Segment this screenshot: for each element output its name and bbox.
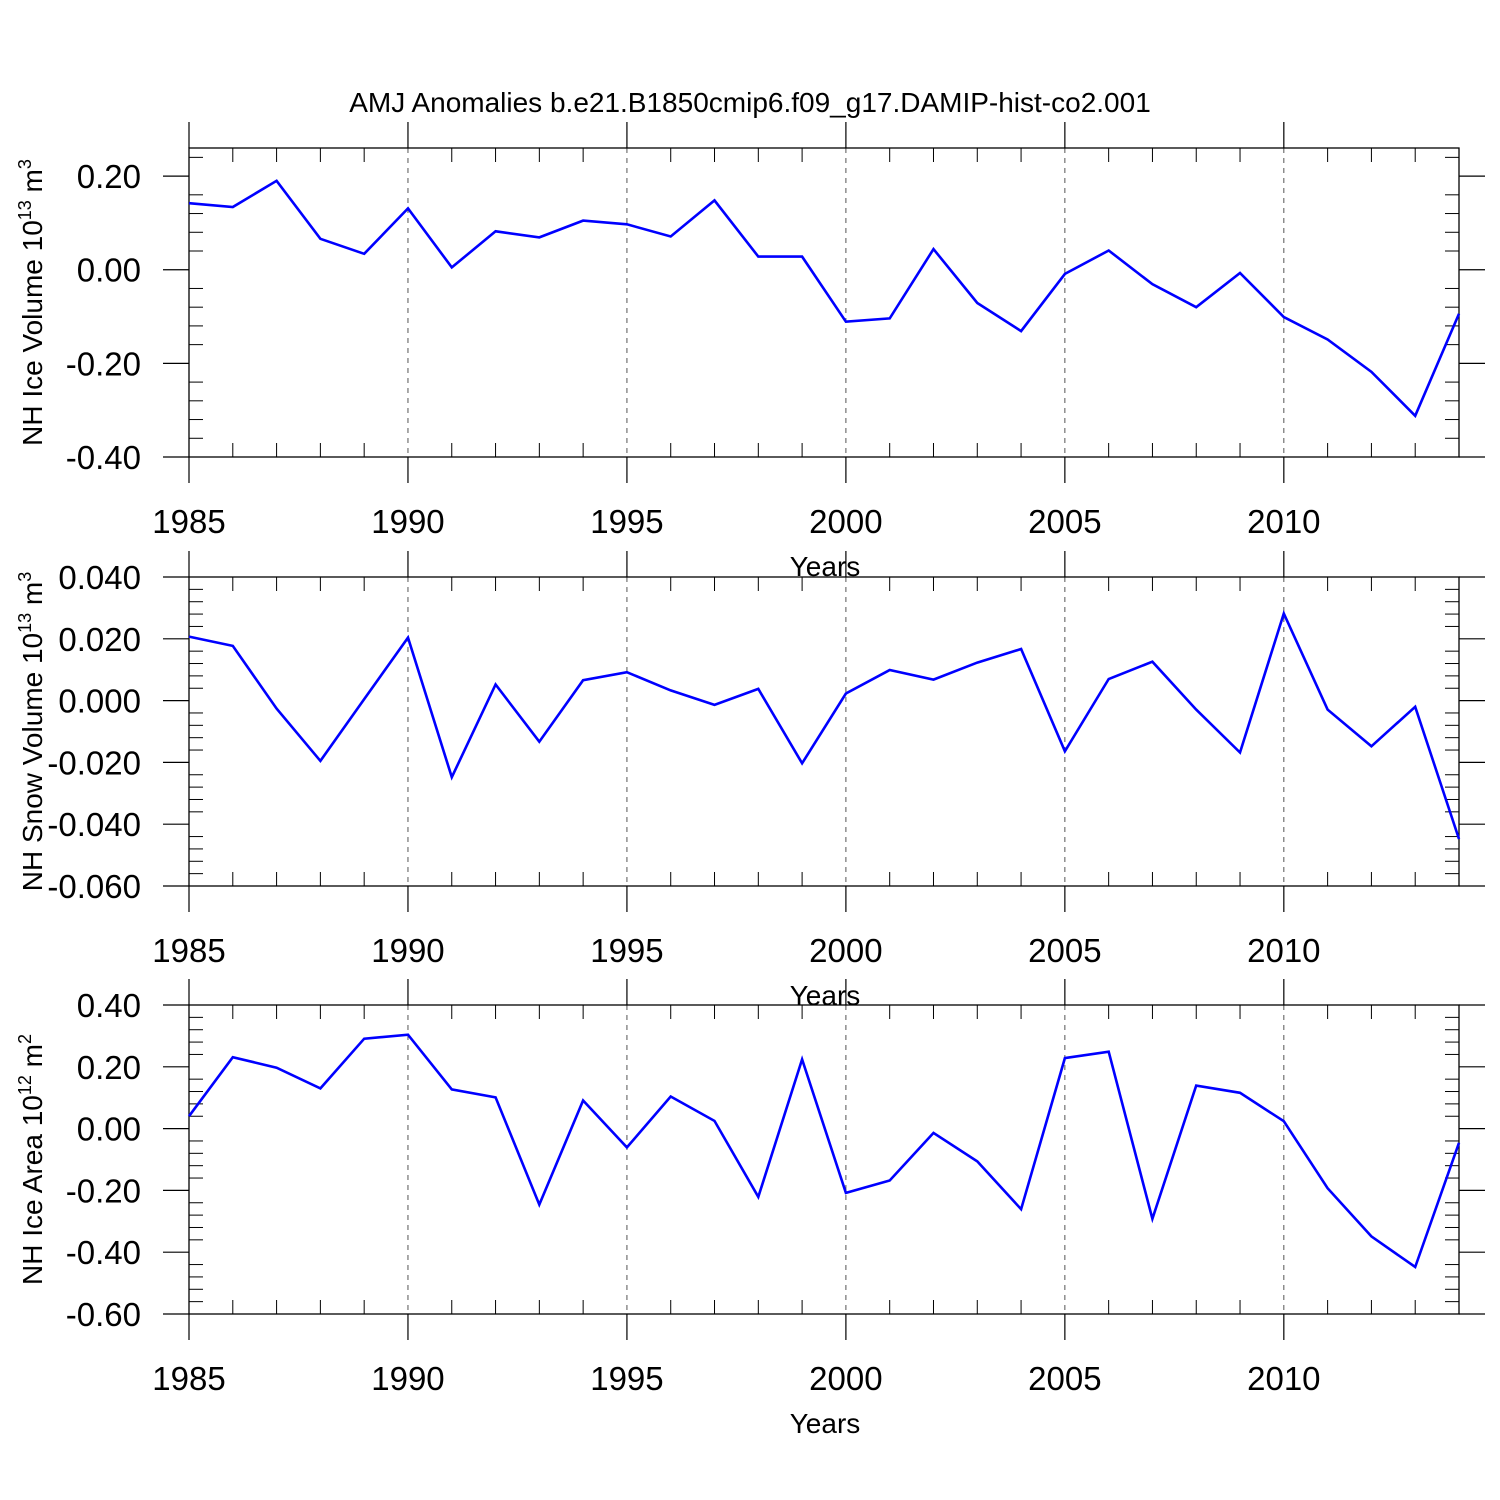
y-axis-label: NH Ice Volume 1013 m3 [15,159,48,446]
series-line-nh-snow-volume [188,609,1461,840]
y-tick-label: 0.20 [77,158,141,195]
y-tick-label: -0.20 [66,345,141,382]
y-label-unit: m [17,169,48,200]
x-axis-label: Years [790,980,861,1011]
y-tick-label: -0.20 [66,1172,141,1209]
figure-title: AMJ Anomalies b.e21.B1850cmip6.f09_g17.D… [349,87,1151,118]
x-tick-label: 2000 [809,503,882,540]
plot-frame [188,1004,1460,1315]
y-tick-label: -0.40 [66,1234,141,1271]
series-line-nh-ice-volume [188,179,1461,419]
y-label-unit-exponent: 2 [15,1034,35,1044]
x-tick-label: 2000 [809,1360,882,1397]
x-tick-label: 1990 [371,932,444,969]
x-tick-label: 2005 [1028,932,1101,969]
y-tick-label: 0.00 [77,252,141,289]
y-tick-label: 0.40 [77,987,141,1024]
y-label-text: NH Ice Volume 10 [17,220,48,446]
x-tick-label: 2010 [1247,932,1320,969]
y-label-unit-exponent: 3 [15,572,35,582]
y-label-unit: m [17,1044,48,1075]
y-tick-label: 0.020 [58,621,141,658]
x-tick-label: 2010 [1247,1360,1320,1397]
y-tick-label: -0.060 [47,868,141,905]
y-label-text: NH Snow Volume 10 [17,633,48,891]
y-tick-label: -0.020 [47,744,141,781]
x-tick-label: 1985 [152,503,225,540]
plot-frame [188,147,1460,458]
x-tick-label: 1995 [590,503,663,540]
plot-frame [188,576,1460,887]
y-tick-label: 0.000 [58,683,141,720]
y-tick-label: 0.040 [58,559,141,596]
x-tick-label: 2010 [1247,503,1320,540]
y-tick-label: -0.60 [66,1296,141,1333]
y-axis-label: NH Snow Volume 1013 m3 [15,572,48,892]
x-axis-label: Years [790,1408,861,1439]
y-tick-label: -0.040 [47,806,141,843]
y-label-exponent: 13 [15,200,35,220]
y-label-unit: m [17,582,48,613]
y-tick-label: -0.40 [66,439,141,476]
x-tick-label: 1995 [590,1360,663,1397]
y-label-text: NH Ice Area 10 [17,1095,48,1285]
x-tick-label: 2005 [1028,1360,1101,1397]
x-tick-label: 2005 [1028,503,1101,540]
y-tick-label: 0.00 [77,1111,141,1148]
y-label-exponent: 13 [15,613,35,633]
x-tick-label: 1985 [152,1360,225,1397]
y-tick-label: 0.20 [77,1049,141,1086]
x-tick-label: 1995 [590,932,663,969]
y-label-unit-exponent: 3 [15,159,35,169]
panel-2: 1985 1990 1995 2000 2005 2010 -0.060 -0.040 -0.0… [15,551,1485,1011]
series-line-nh-ice-area [187,1033,1461,1270]
panel-3: 1985 1990 1995 2000 2005 2010 -0.60 -0.40 -0.20 0… [15,979,1485,1439]
panel-1: 1985 1990 1995 2000 2005 2010 -0.40 -0.20 0.00 0.… [15,122,1485,582]
y-label-exponent: 12 [15,1075,35,1095]
x-tick-label: 1990 [371,1360,444,1397]
x-tick-label: 2000 [809,932,882,969]
y-axis-label: NH Ice Area 1012 m2 [15,1034,48,1285]
x-tick-label: 1990 [371,503,444,540]
x-tick-label: 1985 [152,932,225,969]
